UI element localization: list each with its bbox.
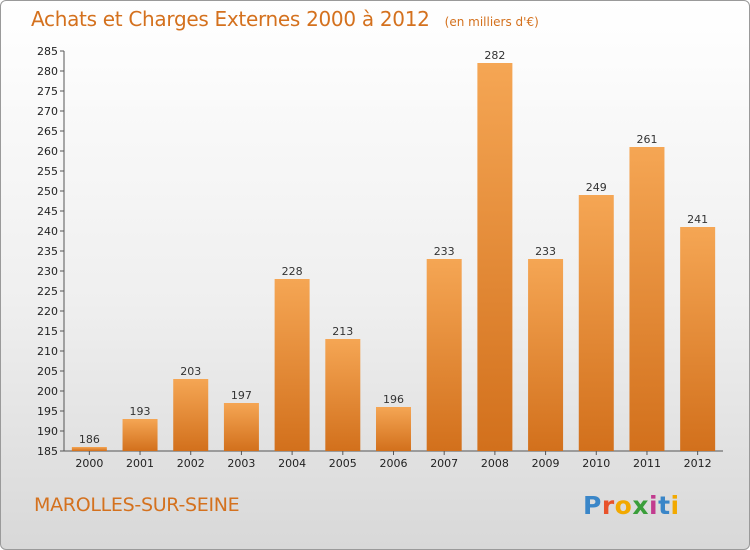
x-tick-label: 2009 — [532, 457, 560, 470]
chart-title: Achats et Charges Externes 2000 à 2012 — [31, 7, 430, 31]
y-tick-label: 270 — [37, 105, 58, 118]
bar — [122, 419, 158, 451]
logo-letter: r — [601, 491, 615, 520]
bar — [629, 147, 665, 451]
x-tick-label: 2000 — [75, 457, 103, 470]
y-tick-label: 225 — [37, 285, 58, 298]
x-tick-label: 2001 — [126, 457, 154, 470]
y-tick-label: 185 — [37, 445, 58, 458]
bar — [173, 379, 209, 451]
logo-letter: o — [614, 491, 633, 520]
bar-value-label: 241 — [687, 213, 708, 226]
x-tick-label: 2006 — [380, 457, 408, 470]
bar — [426, 259, 462, 451]
bar — [578, 195, 614, 451]
x-tick-label: 2008 — [481, 457, 509, 470]
bar — [528, 259, 564, 451]
y-tick-label: 205 — [37, 365, 58, 378]
logo-letter: t — [658, 491, 671, 520]
y-tick-label: 190 — [37, 425, 58, 438]
proxiti-logo[interactable]: Proxiti — [583, 491, 680, 520]
x-tick-label: 2003 — [227, 457, 255, 470]
bar-value-label: 249 — [586, 181, 607, 194]
y-tick-label: 275 — [37, 85, 58, 98]
logo-letter: i — [670, 491, 680, 520]
y-tick-label: 220 — [37, 305, 58, 318]
y-tick-label: 200 — [37, 385, 58, 398]
x-tick-label: 2012 — [684, 457, 712, 470]
bar — [376, 407, 411, 451]
bar-value-label: 213 — [332, 325, 353, 338]
y-tick-label: 280 — [37, 65, 58, 78]
bar-value-label: 193 — [130, 405, 151, 418]
bar-value-label: 233 — [434, 245, 455, 258]
y-tick-label: 285 — [37, 45, 58, 58]
bar-value-label: 228 — [282, 265, 303, 278]
bar — [223, 403, 259, 451]
y-tick-label: 260 — [37, 145, 58, 158]
bar — [274, 279, 310, 451]
x-tick-label: 2005 — [329, 457, 357, 470]
bar — [325, 339, 361, 451]
bar-value-label: 233 — [535, 245, 556, 258]
x-tick-label: 2004 — [278, 457, 306, 470]
y-tick-label: 210 — [37, 345, 58, 358]
bar — [71, 447, 107, 451]
logo-letter: x — [632, 491, 649, 520]
y-tick-label: 240 — [37, 225, 58, 238]
y-tick-label: 235 — [37, 245, 58, 258]
y-tick-label: 255 — [37, 165, 58, 178]
bar-value-label: 186 — [79, 433, 100, 446]
y-tick-label: 265 — [37, 125, 58, 138]
y-tick-label: 215 — [37, 325, 58, 338]
x-tick-label: 2002 — [177, 457, 205, 470]
bar-value-label: 197 — [231, 389, 252, 402]
bar-value-label: 203 — [180, 365, 201, 378]
x-tick-label: 2011 — [633, 457, 661, 470]
y-tick-label: 195 — [37, 405, 58, 418]
title-row: Achats et Charges Externes 2000 à 2012 (… — [31, 7, 539, 31]
bar-value-label: 196 — [383, 393, 404, 406]
commune-name: MAROLLES-SUR-SEINE — [34, 494, 240, 516]
x-tick-label: 2007 — [430, 457, 458, 470]
y-tick-label: 245 — [37, 205, 58, 218]
bar-value-label: 282 — [484, 49, 505, 62]
bar-value-label: 261 — [636, 133, 657, 146]
y-tick-label: 250 — [37, 185, 58, 198]
logo-letter: P — [583, 491, 602, 520]
bar — [477, 63, 513, 451]
chart-subtitle: (en milliers d'€) — [444, 15, 539, 29]
y-tick-label: 230 — [37, 265, 58, 278]
bar — [680, 227, 716, 451]
x-tick-label: 2010 — [582, 457, 610, 470]
logo-letter: i — [649, 491, 659, 520]
